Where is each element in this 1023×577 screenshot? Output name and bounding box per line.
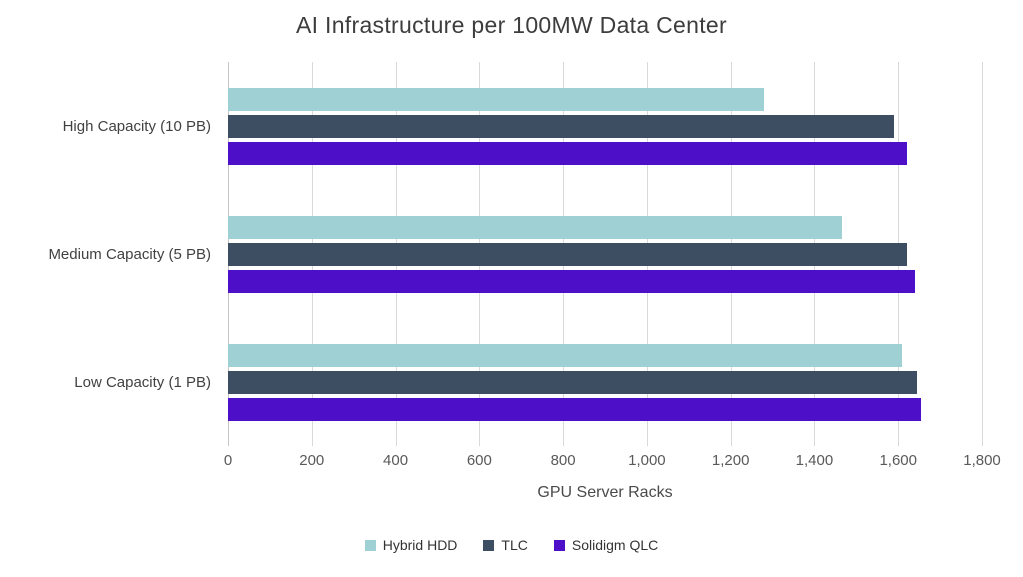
category-label: Low Capacity (1 PB) bbox=[74, 373, 211, 391]
bar-group-low-capacity-1-pb bbox=[228, 343, 982, 421]
legend-label: Solidigm QLC bbox=[571, 537, 659, 553]
legend-swatch-solidigm-qlc bbox=[553, 539, 565, 551]
x-tick-label: 800 bbox=[550, 452, 576, 469]
bar-hybrid-hdd bbox=[228, 215, 842, 239]
x-tick-label: 1,600 bbox=[879, 452, 917, 469]
category-label: High Capacity (10 PB) bbox=[62, 117, 211, 135]
category-row-low-capacity-1-pb: Low Capacity (1 PB) bbox=[0, 318, 1023, 446]
x-tick-label: 1,400 bbox=[795, 452, 834, 469]
bar-hybrid-hdd bbox=[228, 343, 903, 367]
x-tick-label: 1,800 bbox=[963, 452, 1001, 469]
legend-item-hybrid-hdd: Hybrid HDD bbox=[364, 537, 458, 553]
x-axis-title: GPU Server Racks bbox=[537, 484, 673, 501]
x-tick-label: 1,000 bbox=[628, 452, 666, 469]
legend-swatch-hybrid-hdd bbox=[364, 539, 376, 551]
chart-title: AI Infrastructure per 100MW Data Center bbox=[296, 12, 727, 38]
bar-tlc bbox=[228, 242, 907, 266]
plot-area: High Capacity (10 PB) Medium Capacity (5 … bbox=[0, 62, 1023, 446]
x-tick-label: 200 bbox=[299, 452, 325, 469]
gridline-1800 bbox=[982, 62, 983, 446]
bar-solidigm-qlc bbox=[228, 269, 915, 293]
x-tick-label: 600 bbox=[466, 452, 492, 469]
legend-item-tlc: TLC bbox=[483, 537, 528, 553]
category-row-high-capacity-10-pb: High Capacity (10 PB) bbox=[0, 62, 1023, 190]
category-label: Medium Capacity (5 PB) bbox=[48, 245, 211, 263]
bar-group-high-capacity-10-pb bbox=[228, 87, 982, 165]
bar-group-medium-capacity-5-pb bbox=[228, 215, 982, 293]
x-tick-label: 1,200 bbox=[711, 452, 750, 469]
legend: Hybrid HDD TLC Solidigm QLC bbox=[0, 537, 1023, 553]
bar-tlc bbox=[228, 370, 918, 394]
legend-item-solidigm-qlc: Solidigm QLC bbox=[553, 537, 659, 553]
x-tick-label: 400 bbox=[383, 452, 409, 469]
legend-swatch-tlc bbox=[483, 539, 495, 551]
bar-solidigm-qlc bbox=[228, 141, 907, 165]
legend-label: Hybrid HDD bbox=[382, 537, 458, 553]
x-axis-ticks: 0 200 400 600 800 1,000 1,200 1,400 1,600 1,800 bbox=[224, 452, 1001, 474]
bar-hybrid-hdd bbox=[228, 87, 765, 111]
legend-label: TLC bbox=[501, 537, 528, 553]
x-tick-label: 0 bbox=[223, 452, 233, 469]
bar-tlc bbox=[228, 114, 895, 138]
category-row-medium-capacity-5-pb: Medium Capacity (5 PB) bbox=[0, 190, 1023, 318]
bar-solidigm-qlc bbox=[228, 397, 922, 421]
